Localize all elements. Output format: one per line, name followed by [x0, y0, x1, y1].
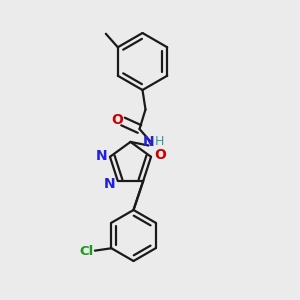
Text: H: H	[155, 135, 164, 148]
Text: N: N	[143, 135, 154, 149]
Text: O: O	[154, 148, 166, 162]
Text: N: N	[96, 149, 107, 163]
Text: N: N	[103, 177, 115, 191]
Text: O: O	[112, 113, 124, 127]
Text: Cl: Cl	[80, 245, 94, 258]
